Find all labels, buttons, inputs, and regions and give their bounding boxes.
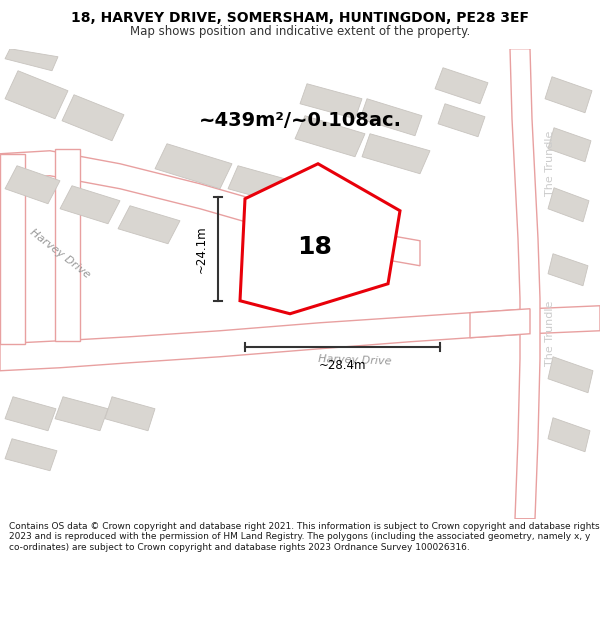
Polygon shape [362, 134, 430, 174]
Text: ~439m²/~0.108ac.: ~439m²/~0.108ac. [199, 111, 401, 130]
Polygon shape [548, 188, 589, 222]
Polygon shape [470, 309, 530, 338]
Polygon shape [435, 68, 488, 104]
Polygon shape [545, 77, 592, 112]
Text: The Trundle: The Trundle [545, 301, 555, 366]
Text: ~28.4m: ~28.4m [319, 359, 366, 372]
Polygon shape [438, 104, 485, 137]
Polygon shape [5, 397, 56, 431]
Polygon shape [55, 149, 80, 341]
Polygon shape [155, 144, 232, 189]
Polygon shape [118, 206, 180, 244]
Polygon shape [0, 306, 600, 371]
Polygon shape [5, 71, 68, 119]
Polygon shape [228, 166, 292, 204]
Text: ~24.1m: ~24.1m [195, 225, 208, 272]
Polygon shape [548, 418, 590, 452]
Polygon shape [548, 357, 593, 392]
Polygon shape [5, 49, 58, 71]
Text: Harvey Drive: Harvey Drive [318, 354, 392, 367]
Polygon shape [5, 439, 57, 471]
Polygon shape [295, 116, 365, 157]
Text: 18: 18 [298, 235, 332, 259]
Text: The Trundle: The Trundle [545, 131, 555, 196]
Polygon shape [62, 95, 124, 141]
Polygon shape [0, 151, 420, 266]
Polygon shape [300, 84, 362, 119]
Polygon shape [360, 99, 422, 136]
Polygon shape [240, 164, 400, 314]
Text: Harvey Drive: Harvey Drive [28, 228, 92, 280]
Text: 18, HARVEY DRIVE, SOMERSHAM, HUNTINGDON, PE28 3EF: 18, HARVEY DRIVE, SOMERSHAM, HUNTINGDON,… [71, 11, 529, 25]
Text: Map shows position and indicative extent of the property.: Map shows position and indicative extent… [130, 25, 470, 38]
Polygon shape [55, 397, 108, 431]
Polygon shape [548, 127, 591, 162]
Polygon shape [60, 186, 120, 224]
Polygon shape [5, 166, 60, 204]
Polygon shape [510, 49, 540, 519]
Text: Contains OS data © Crown copyright and database right 2021. This information is : Contains OS data © Crown copyright and d… [9, 522, 599, 552]
Polygon shape [0, 154, 25, 344]
Polygon shape [548, 254, 588, 286]
Polygon shape [105, 397, 155, 431]
